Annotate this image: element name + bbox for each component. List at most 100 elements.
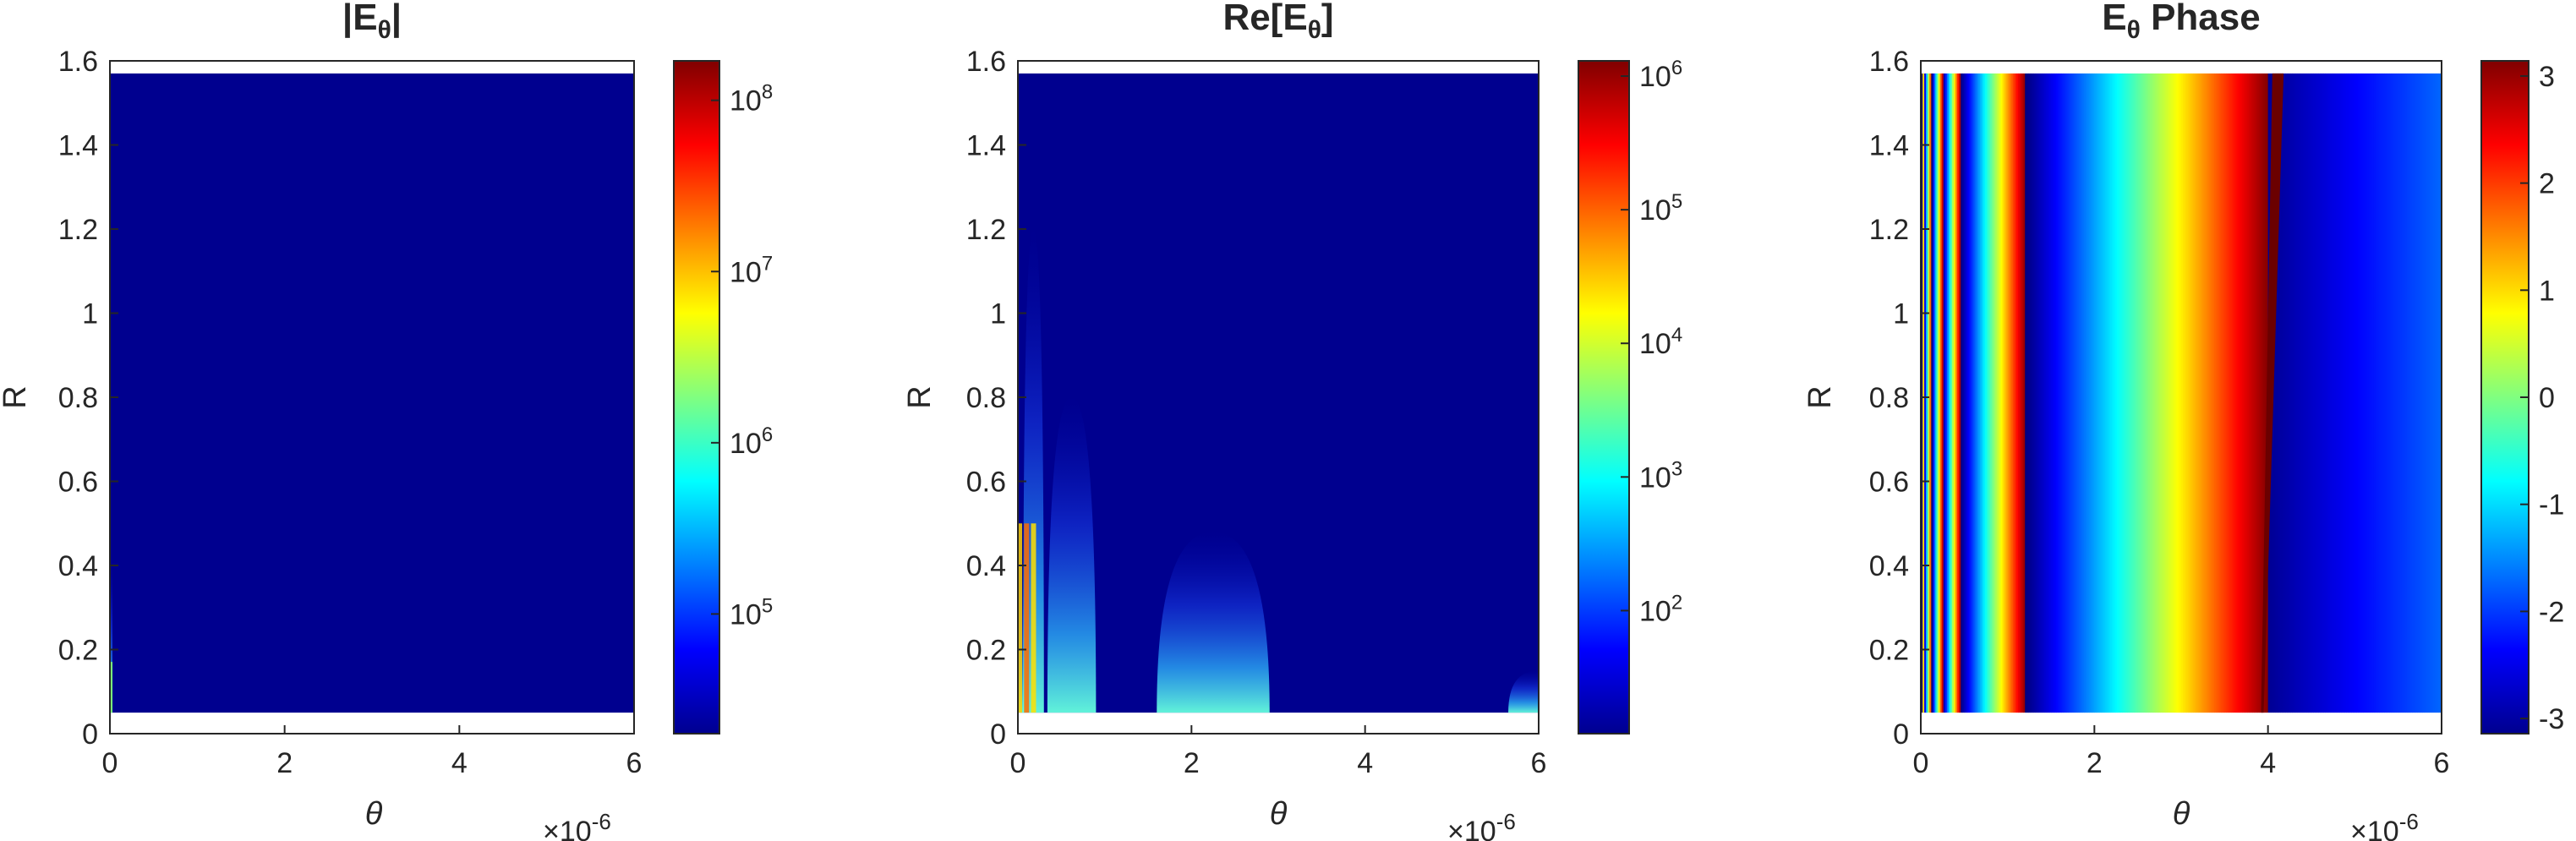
colorbar-tick-label: 106	[1639, 57, 1682, 93]
phase-band	[2125, 73, 2128, 713]
phase-band	[2068, 73, 2071, 713]
phase-band	[2190, 73, 2192, 713]
phase-band	[2193, 73, 2196, 713]
phase-band	[2238, 73, 2241, 713]
phase-band	[1924, 73, 1927, 713]
phase-band	[1954, 73, 1956, 713]
phase-band	[2234, 73, 2238, 713]
y-tick-label: 0.6	[1869, 467, 1909, 499]
phase-band	[2393, 73, 2396, 713]
phase-band	[2437, 73, 2441, 713]
phase-band	[2348, 73, 2350, 713]
phase-band	[2066, 73, 2070, 713]
colorbar-tick-label: 108	[730, 81, 773, 117]
phase-band	[2426, 73, 2429, 713]
phase-band	[2338, 73, 2342, 713]
phase-band	[1926, 73, 1928, 713]
phase-band	[2103, 73, 2106, 713]
phase-band	[1972, 73, 1976, 713]
phase-band	[2408, 73, 2411, 713]
phase-band	[2373, 73, 2376, 713]
phase-band	[1928, 73, 1930, 713]
phase-band	[1983, 73, 1986, 713]
phase-band	[2236, 73, 2240, 713]
phase-band	[2065, 73, 2068, 713]
phase-band	[2124, 73, 2126, 713]
phase-band	[2223, 73, 2225, 713]
y-tick-label: 0.6	[966, 467, 1006, 499]
phase-band	[2412, 73, 2415, 713]
phase-band	[2320, 73, 2322, 713]
phase-band	[2196, 73, 2200, 713]
phase-band	[2127, 73, 2130, 713]
phase-band	[2183, 73, 2185, 713]
phase-band	[2410, 73, 2413, 713]
phase-band	[2201, 73, 2205, 713]
phase-band	[2256, 73, 2258, 713]
phase-band	[2177, 73, 2180, 713]
phase-band	[2274, 73, 2278, 713]
phase-band	[2010, 73, 2014, 713]
phase-band	[2170, 73, 2174, 713]
panel-abs-e-theta: |Eθ| R θ ×10-6 0 0.2 0.4 0.6 0.8 1 1.2 1.4 1.6 0…	[0, 0, 773, 841]
phase-band	[2370, 73, 2373, 713]
phase-band	[2191, 73, 2194, 713]
phase-band	[2208, 73, 2212, 713]
x-tick-label: 0	[1010, 747, 1026, 779]
y-tick-label: 1.4	[966, 130, 1006, 162]
phase-band	[2134, 73, 2137, 713]
phase-band	[2292, 73, 2295, 713]
phase-band	[2396, 73, 2399, 713]
phase-band	[2295, 73, 2299, 713]
phase-band	[2200, 73, 2203, 713]
x-axis-label: θ	[2173, 796, 2190, 832]
y-tick-label: 1.4	[1869, 130, 1909, 162]
phase-band	[2241, 73, 2245, 713]
phase-band	[2294, 73, 2297, 713]
phase-band	[2012, 73, 2015, 713]
phase-band	[2071, 73, 2075, 713]
phase-band	[2297, 73, 2300, 713]
colorbar-tick-label: 105	[730, 594, 773, 631]
phase-band	[2146, 73, 2149, 713]
phase-band	[2033, 73, 2037, 713]
y-tick-label: 1	[1893, 298, 1909, 330]
phase-band	[2081, 73, 2085, 713]
phase-band	[1967, 73, 1971, 713]
colorbar-ticks: 105 106 107 108	[711, 81, 773, 631]
phase-band	[2427, 73, 2431, 713]
phase-band	[2169, 73, 2172, 713]
phase-band	[2229, 73, 2233, 713]
field-lobe	[1157, 532, 1270, 713]
phase-band	[2340, 73, 2344, 713]
phase-band	[2000, 73, 2004, 713]
colorbar-tick-label: 105	[1639, 190, 1682, 227]
phase-band	[2087, 73, 2090, 713]
field-lobe	[1047, 397, 1097, 713]
colorbar-tick-label: 0	[2539, 382, 2555, 414]
phase-band	[2304, 73, 2307, 713]
phase-band	[1969, 73, 1972, 713]
phase-band	[2091, 73, 2093, 713]
phase-band	[2047, 73, 2050, 713]
phase-band	[2075, 73, 2078, 713]
phase-band	[1943, 73, 1946, 713]
phase-band	[2389, 73, 2393, 713]
y-tick-label: 0.8	[966, 382, 1006, 414]
colorbar-tick-label: 104	[1639, 324, 1682, 360]
phase-band	[2226, 73, 2229, 713]
phase-band	[2261, 73, 2264, 713]
phase-band	[2099, 73, 2103, 713]
phase-band	[1955, 73, 1958, 713]
field-column	[1031, 523, 1036, 713]
phase-band	[2327, 73, 2330, 713]
phase-band	[1984, 73, 1988, 713]
phase-band	[2245, 73, 2248, 713]
phase-band	[2026, 73, 2029, 713]
y-tick-label: 1.6	[58, 46, 98, 78]
phase-band	[2315, 73, 2317, 713]
phase-band	[2330, 73, 2333, 713]
x-tick-label: 2	[1184, 747, 1200, 779]
phase-band	[2399, 73, 2403, 713]
phase-band	[2323, 73, 2327, 713]
